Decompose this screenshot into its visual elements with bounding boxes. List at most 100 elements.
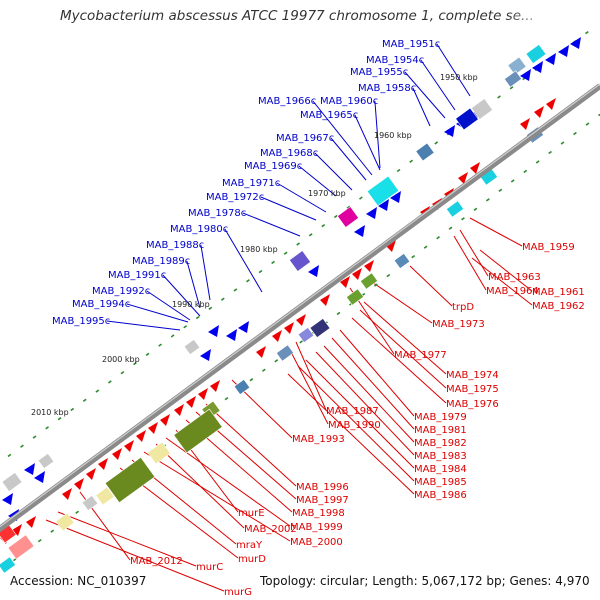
reverse-gene-arrow[interactable] [546, 98, 556, 110]
reverse-gene-label[interactable]: MAB_2002 [244, 524, 297, 535]
reverse-gene-label[interactable]: MAB_1973 [432, 319, 485, 330]
feature-block[interactable] [173, 408, 223, 454]
reverse-gene-arrow[interactable] [272, 330, 282, 342]
feature-block[interactable] [147, 441, 171, 465]
reverse-gene-arrow[interactable] [352, 268, 362, 280]
reverse-gene-label[interactable]: MAB_1986 [414, 490, 467, 501]
forward-gene-label[interactable]: MAB_1967c [276, 133, 334, 144]
reverse-gene-label[interactable]: MAB_1998 [292, 508, 345, 519]
forward-gene-arrow[interactable] [2, 493, 13, 505]
feature-block[interactable] [288, 250, 312, 272]
feature-block[interactable] [455, 107, 479, 131]
reverse-gene-label[interactable]: MAB_1975 [446, 384, 499, 395]
reverse-gene-arrow[interactable] [26, 516, 36, 528]
reverse-gene-label[interactable]: MAB_1979 [414, 412, 467, 423]
reverse-gene-label[interactable]: MAB_1962 [532, 301, 585, 312]
reverse-gene-label[interactable]: MAB_1964 [486, 286, 539, 297]
reverse-gene-arrow[interactable] [458, 172, 468, 184]
reverse-gene-label[interactable]: MAB_1987 [326, 406, 379, 417]
reverse-gene-label[interactable]: MAB_1997 [296, 495, 349, 506]
forward-gene-label[interactable]: MAB_1954c [366, 55, 424, 66]
reverse-gene-arrow[interactable] [62, 488, 72, 500]
feature-block[interactable] [7, 534, 35, 560]
forward-gene-arrow[interactable] [34, 471, 45, 483]
forward-gene-arrow[interactable] [532, 61, 543, 73]
reverse-gene-label[interactable]: MAB_2000 [290, 537, 343, 548]
reverse-gene-label[interactable]: MAB_1985 [414, 477, 467, 488]
reverse-gene-label[interactable]: MAB_1961 [532, 287, 585, 298]
reverse-gene-arrow[interactable] [160, 414, 170, 426]
reverse-gene-label[interactable]: trpD [452, 302, 474, 313]
forward-gene-label[interactable]: MAB_1971c [222, 178, 280, 189]
feature-block[interactable] [470, 98, 494, 120]
forward-gene-arrow[interactable] [226, 329, 237, 341]
forward-gene-arrow[interactable] [378, 199, 389, 211]
reverse-gene-arrow[interactable] [340, 276, 350, 288]
forward-gene-label[interactable]: MAB_1991c [108, 270, 166, 281]
feature-block[interactable] [297, 327, 315, 343]
reverse-gene-label[interactable]: mraY [236, 540, 263, 551]
forward-gene-arrow[interactable] [558, 45, 569, 57]
reverse-gene-arrow[interactable] [174, 404, 184, 416]
reverse-gene-arrow[interactable] [136, 430, 146, 442]
reverse-gene-arrow[interactable] [386, 240, 396, 252]
forward-gene-label[interactable]: MAB_1958c [358, 83, 416, 94]
forward-gene-label[interactable]: MAB_1995c [52, 316, 110, 327]
reverse-gene-arrow[interactable] [470, 162, 480, 174]
forward-gene-arrow[interactable] [308, 265, 319, 277]
forward-gene-arrow[interactable] [366, 207, 377, 219]
feature-block[interactable] [525, 44, 547, 64]
forward-gene-label[interactable]: MAB_1988c [146, 240, 204, 251]
forward-gene-label[interactable]: MAB_1994c [72, 299, 130, 310]
feature-block[interactable] [507, 56, 527, 76]
reverse-gene-arrow[interactable] [320, 294, 330, 306]
feature-block[interactable] [309, 318, 331, 338]
reverse-gene-label[interactable]: murD [238, 554, 266, 565]
feature-block[interactable] [503, 70, 523, 88]
forward-gene-label[interactable]: MAB_1965c [300, 110, 358, 121]
reverse-gene-arrow[interactable] [520, 118, 530, 130]
reverse-gene-label[interactable]: murE [238, 508, 265, 519]
feature-block[interactable] [0, 556, 17, 574]
forward-gene-arrow[interactable] [238, 321, 249, 333]
reverse-gene-label[interactable]: MAB_1990 [328, 420, 381, 431]
forward-gene-label[interactable]: MAB_1966c [258, 96, 316, 107]
reverse-gene-arrow[interactable] [112, 448, 122, 460]
reverse-gene-arrow[interactable] [198, 388, 208, 400]
reverse-gene-arrow[interactable] [364, 260, 374, 272]
forward-gene-arrow[interactable] [354, 225, 365, 237]
reverse-gene-label[interactable]: MAB_1974 [446, 370, 499, 381]
feature-block[interactable] [366, 175, 400, 207]
reverse-gene-label[interactable]: MAB_1982 [414, 438, 467, 449]
feature-block[interactable] [415, 142, 435, 162]
reverse-gene-arrow[interactable] [186, 396, 196, 408]
reverse-gene-label[interactable]: MAB_1993 [292, 434, 345, 445]
forward-gene-label[interactable]: MAB_1992c [92, 286, 150, 297]
reverse-gene-arrow[interactable] [124, 440, 134, 452]
forward-gene-label[interactable]: MAB_1978c [188, 208, 246, 219]
reverse-gene-label[interactable]: MAB_1977 [394, 350, 447, 361]
reverse-gene-arrow[interactable] [256, 346, 266, 358]
reverse-gene-label[interactable]: MAB_1983 [414, 451, 467, 462]
reverse-gene-arrow[interactable] [98, 458, 108, 470]
reverse-gene-label[interactable]: MAB_1959 [522, 242, 575, 253]
forward-gene-label[interactable]: MAB_1989c [132, 256, 190, 267]
forward-gene-arrow[interactable] [208, 325, 219, 337]
forward-gene-arrow[interactable] [520, 69, 531, 81]
feature-block[interactable] [95, 486, 115, 506]
reverse-gene-arrow[interactable] [296, 314, 306, 326]
feature-block[interactable] [359, 272, 379, 290]
feature-block[interactable] [37, 453, 55, 469]
forward-gene-arrow[interactable] [444, 125, 455, 137]
reverse-gene-arrow[interactable] [74, 478, 84, 490]
feature-block[interactable] [445, 200, 465, 218]
feature-block[interactable] [81, 495, 99, 511]
forward-gene-arrow[interactable] [545, 53, 556, 65]
feature-block[interactable] [233, 379, 251, 395]
reverse-gene-label[interactable]: murG [224, 587, 252, 598]
reverse-gene-arrow[interactable] [86, 468, 96, 480]
reverse-gene-arrow[interactable] [148, 422, 158, 434]
reverse-gene-arrow[interactable] [534, 106, 544, 118]
forward-gene-arrow[interactable] [200, 349, 211, 361]
